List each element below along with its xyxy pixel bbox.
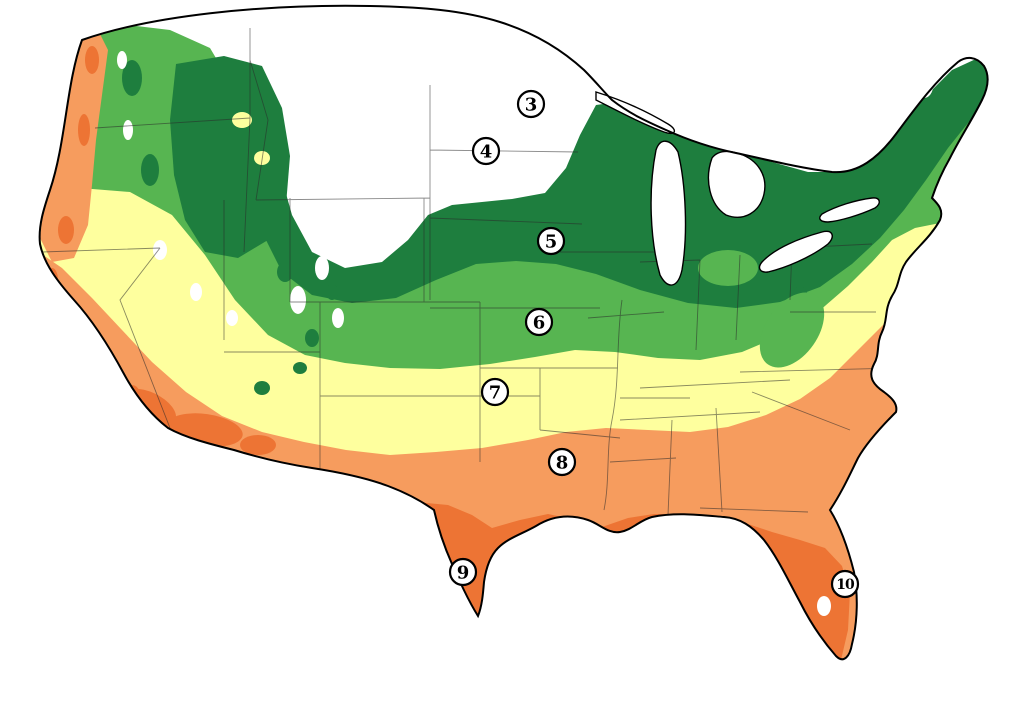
zone-number-label: 4 <box>480 142 493 163</box>
zone-marker-5: 5 <box>536 226 566 256</box>
zone-marker-layer: 3 4 5 6 7 8 9 10 <box>448 89 860 599</box>
zone-marker-circle <box>536 226 566 256</box>
state-borders <box>41 28 897 516</box>
zone-marker-circle <box>524 307 554 337</box>
zone-number-label: 9 <box>457 563 470 584</box>
zone-marker-10: 10 <box>830 569 860 599</box>
zone-marker-8: 8 <box>547 447 577 477</box>
zone-number-label: 6 <box>533 313 546 334</box>
lake-michigan <box>650 140 687 286</box>
zone-marker-4: 4 <box>471 136 501 166</box>
zone-marker-6: 6 <box>524 307 554 337</box>
zone-number-label: 3 <box>525 95 538 116</box>
zone-marker-7: 7 <box>480 377 510 407</box>
zone-marker-circle <box>480 377 510 407</box>
zone-marker-3: 3 <box>516 89 546 119</box>
appalachian-green-patch <box>698 250 825 368</box>
pnw-coastal-strip <box>40 30 108 262</box>
zone-marker-circle <box>547 447 577 477</box>
zone-9-region <box>352 502 850 660</box>
zone-number-label: 10 <box>836 577 855 593</box>
us-outline <box>38 4 989 661</box>
lake-erie <box>758 230 833 273</box>
zone-number-label: 5 <box>545 232 558 253</box>
zone-number-label: 7 <box>489 383 502 404</box>
zone-number-label: 8 <box>556 453 569 474</box>
zone-marker-circle <box>448 557 478 587</box>
zone-marker-9: 9 <box>448 557 478 587</box>
zone-marker-circle <box>830 569 860 599</box>
lake-ontario <box>819 197 880 223</box>
zone-marker-circle <box>516 89 546 119</box>
zone-marker-circle <box>471 136 501 166</box>
